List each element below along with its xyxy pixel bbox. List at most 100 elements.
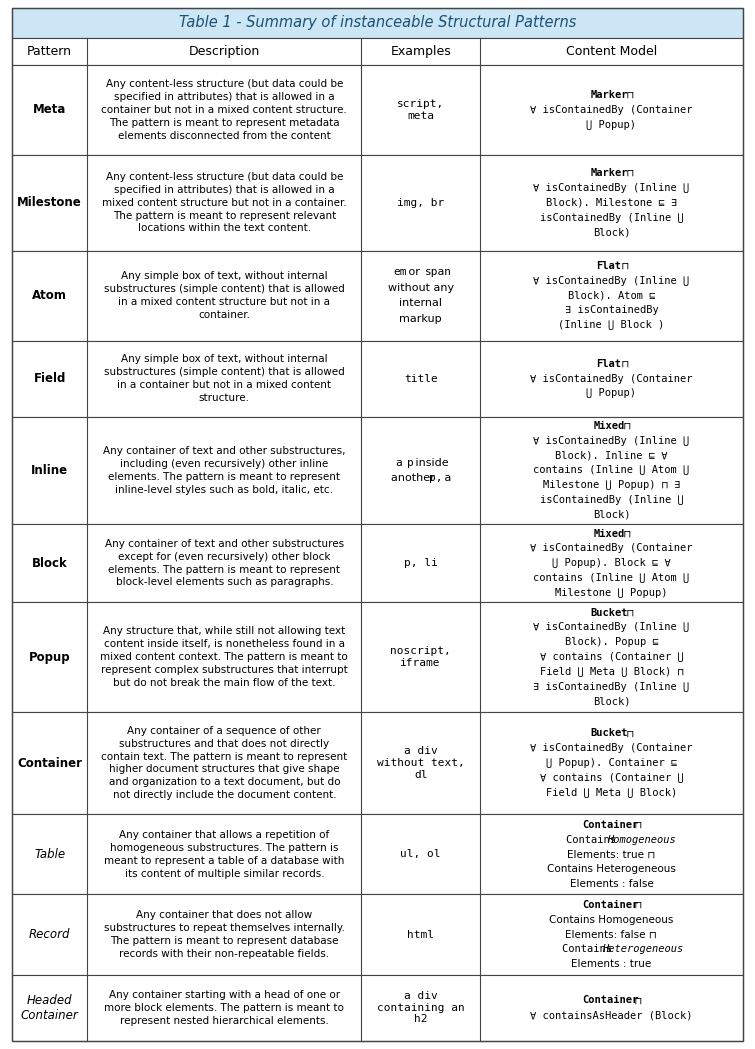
Text: Contains Homogeneous: Contains Homogeneous [549, 915, 673, 925]
Text: Block): Block) [593, 228, 630, 237]
Text: p, li: p, li [404, 558, 437, 569]
Text: Mixed: Mixed [593, 421, 624, 431]
Text: noscript,
iframe: noscript, iframe [390, 646, 451, 668]
Text: contains (Inline ⋃ Atom ⋃: contains (Inline ⋃ Atom ⋃ [533, 573, 689, 583]
Text: ∀ containsAsHeader (Block): ∀ containsAsHeader (Block) [530, 1010, 692, 1021]
Text: Bucket: Bucket [590, 728, 628, 738]
Text: Pattern: Pattern [27, 45, 72, 58]
Text: Table: Table [34, 848, 65, 861]
Text: ∀ contains (Container ⋃: ∀ contains (Container ⋃ [540, 773, 683, 783]
Text: Flat: Flat [596, 261, 621, 271]
Text: Any content-less structure (but data could be
specified in attributes) that is a: Any content-less structure (but data cou… [101, 80, 347, 141]
Text: Milestone ⋃ Popup): Milestone ⋃ Popup) [555, 587, 667, 598]
Text: Field ⋃ Meta ⋃ Block): Field ⋃ Meta ⋃ Block) [546, 788, 677, 797]
Text: ⋃ Popup): ⋃ Popup) [587, 388, 636, 399]
Text: Any container of a sequence of other
substructures and that does not directly
co: Any container of a sequence of other sub… [101, 726, 347, 800]
Bar [12, 602, 743, 712]
Text: internal: internal [399, 298, 442, 308]
Text: Field: Field [33, 372, 66, 385]
Text: Container: Container [583, 996, 639, 1005]
Text: Record: Record [29, 928, 70, 941]
Text: Block): Block) [593, 510, 630, 520]
Text: title: title [404, 373, 437, 384]
Text: Field ⋃ Meta ⋃ Block) ⊓: Field ⋃ Meta ⋃ Block) ⊓ [540, 667, 683, 677]
Text: Container: Container [583, 900, 639, 909]
Text: ⊓: ⊓ [631, 996, 643, 1005]
Bar [12, 895, 743, 975]
Text: ∀ isContainedBy (Inline ⋃: ∀ isContainedBy (Inline ⋃ [533, 276, 689, 285]
Text: ⊓: ⊓ [621, 421, 632, 431]
Bar [12, 155, 743, 251]
Text: ⊓: ⊓ [623, 607, 634, 618]
Text: html: html [407, 929, 434, 940]
Text: Container: Container [17, 756, 82, 770]
Text: ⋃ Popup). Container ⊑: ⋃ Popup). Container ⊑ [546, 758, 677, 768]
Bar [12, 524, 743, 602]
Text: Heterogeneous: Heterogeneous [602, 944, 684, 955]
Text: Elements: true ⊓: Elements: true ⊓ [567, 850, 655, 859]
Text: Examples: Examples [390, 45, 451, 58]
Text: ∀ isContainedBy (Inline ⋃: ∀ isContainedBy (Inline ⋃ [533, 435, 689, 446]
Text: Any container starting with a head of one or
more block elements. The pattern is: Any container starting with a head of on… [104, 990, 344, 1026]
Text: ⋃ Popup): ⋃ Popup) [587, 120, 636, 130]
Text: without any: without any [387, 283, 454, 293]
Text: ∀ isContainedBy (Container: ∀ isContainedBy (Container [530, 543, 692, 554]
Text: Milestone: Milestone [17, 196, 82, 209]
Text: Block). Inline ⊑ ∀: Block). Inline ⊑ ∀ [555, 451, 667, 461]
Text: Popup: Popup [29, 650, 70, 664]
Text: Any simple box of text, without internal
substructures (simple content) that is : Any simple box of text, without internal… [104, 272, 345, 320]
Bar [12, 8, 743, 38]
Text: Any container of text and other substructures,
including (even recursively) othe: Any container of text and other substruc… [103, 446, 346, 495]
Text: markup: markup [399, 314, 442, 324]
Text: Homogeneous: Homogeneous [607, 835, 676, 844]
Bar [12, 38, 743, 65]
Text: Meta: Meta [33, 104, 66, 116]
Text: Bucket: Bucket [590, 607, 628, 618]
Text: ⋃ Popup). Block ⊑ ∀: ⋃ Popup). Block ⊑ ∀ [552, 558, 670, 569]
Text: p: p [407, 457, 414, 468]
Text: Elements: false ⊓: Elements: false ⊓ [565, 929, 658, 940]
Text: Block: Block [32, 557, 67, 570]
Text: Marker: Marker [590, 90, 628, 100]
Text: Milestone ⋃ Popup) ⊓ ∃: Milestone ⋃ Popup) ⊓ ∃ [543, 480, 680, 490]
Text: a div
without text,
dl: a div without text, dl [377, 747, 464, 779]
Text: ⊓: ⊓ [631, 900, 643, 909]
Bar [12, 8, 743, 38]
Text: Contains Heterogeneous: Contains Heterogeneous [547, 864, 676, 874]
Text: ul, ol: ul, ol [400, 850, 441, 859]
Text: Any content-less structure (but data could be
specified in attributes) that is a: Any content-less structure (but data cou… [102, 172, 347, 233]
Text: Block). Atom ⊑: Block). Atom ⊑ [568, 291, 655, 301]
Bar [12, 712, 743, 814]
Text: ∀ isContainedBy (Inline ⋃: ∀ isContainedBy (Inline ⋃ [533, 622, 689, 633]
Text: isContainedBy (Inline ⋃: isContainedBy (Inline ⋃ [540, 495, 683, 505]
Text: ⊓: ⊓ [623, 90, 634, 100]
Text: Headed
Container: Headed Container [21, 993, 79, 1022]
Text: Table 1 - Summary of instanceable Structural Patterns: Table 1 - Summary of instanceable Struct… [179, 16, 576, 30]
Text: ∃ isContainedBy: ∃ isContainedBy [565, 305, 658, 316]
Text: em: em [394, 267, 407, 277]
Text: or: or [405, 267, 424, 277]
Bar [12, 65, 743, 155]
Text: ∀ contains (Container ⋃: ∀ contains (Container ⋃ [540, 652, 683, 662]
Bar [12, 416, 743, 524]
Text: Block): Block) [593, 697, 630, 706]
Text: script,
meta: script, meta [397, 100, 444, 121]
Text: another: another [391, 473, 438, 484]
Text: Flat: Flat [596, 359, 621, 369]
Text: inside: inside [412, 457, 449, 468]
Text: Elements : false: Elements : false [569, 879, 653, 889]
Text: ∀ isContainedBy (Container: ∀ isContainedBy (Container [530, 105, 692, 115]
Text: a: a [395, 457, 402, 468]
Text: ⊓: ⊓ [621, 529, 632, 538]
Text: Any container of text and other substructures
except for (even recursively) othe: Any container of text and other substruc… [105, 539, 344, 587]
Text: Elements : true: Elements : true [572, 959, 652, 969]
Bar [12, 814, 743, 895]
Text: Any structure that, while still not allowing text
content inside itself, is none: Any structure that, while still not allo… [100, 626, 348, 688]
Text: ⊓: ⊓ [631, 820, 643, 830]
Text: Inline: Inline [31, 464, 68, 477]
Bar [12, 251, 743, 341]
Text: p,: p, [430, 473, 442, 484]
Text: a div
containing an
h2: a div containing an h2 [377, 991, 464, 1025]
Text: ⊓: ⊓ [623, 168, 634, 178]
Bar [12, 975, 743, 1041]
